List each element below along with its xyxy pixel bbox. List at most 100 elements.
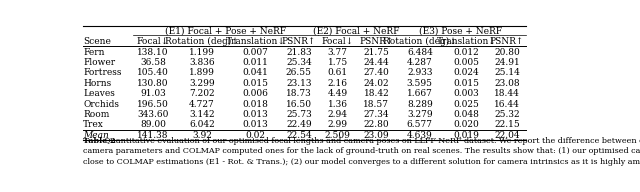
Text: 1.75: 1.75 bbox=[328, 58, 348, 67]
Text: Quantitative evaluation of our optimised focal lengths and camera poses on LLFF-: Quantitative evaluation of our optimised… bbox=[99, 137, 640, 145]
Text: 2.509: 2.509 bbox=[324, 131, 351, 140]
Text: PSNR↑: PSNR↑ bbox=[282, 37, 316, 46]
Text: 22.15: 22.15 bbox=[494, 120, 520, 129]
Text: 25.34: 25.34 bbox=[286, 58, 312, 67]
Text: 105.40: 105.40 bbox=[137, 68, 169, 77]
Text: 24.02: 24.02 bbox=[364, 79, 389, 88]
Text: Orchids: Orchids bbox=[83, 100, 119, 109]
Text: Scene: Scene bbox=[83, 37, 111, 46]
Text: 22.80: 22.80 bbox=[364, 120, 389, 129]
Text: 3.77: 3.77 bbox=[328, 48, 348, 57]
Text: (E3) Pose + NeRF: (E3) Pose + NeRF bbox=[419, 27, 502, 36]
Text: 3.92: 3.92 bbox=[192, 131, 212, 140]
Text: 0.020: 0.020 bbox=[454, 120, 479, 129]
Text: 0.003: 0.003 bbox=[454, 89, 479, 98]
Text: 16.50: 16.50 bbox=[286, 100, 312, 109]
Text: 0.011: 0.011 bbox=[243, 58, 268, 67]
Text: 130.80: 130.80 bbox=[137, 79, 168, 88]
Text: 22.54: 22.54 bbox=[286, 131, 312, 140]
Text: 0.015: 0.015 bbox=[243, 79, 269, 88]
Text: Rotation (deg)↓: Rotation (deg)↓ bbox=[383, 37, 457, 46]
Text: 8.289: 8.289 bbox=[407, 100, 433, 109]
Text: 1.899: 1.899 bbox=[189, 68, 215, 77]
Text: 4.49: 4.49 bbox=[328, 89, 348, 98]
Text: Fortress: Fortress bbox=[83, 68, 122, 77]
Text: close to COLMAP estimations (E1 - Rot. & Trans.); (2) our model converges to a d: close to COLMAP estimations (E1 - Rot. &… bbox=[83, 158, 640, 166]
Text: 16.44: 16.44 bbox=[494, 100, 520, 109]
Text: 3.279: 3.279 bbox=[407, 110, 433, 119]
Text: 2.16: 2.16 bbox=[328, 79, 348, 88]
Text: (E2) Focal + NeRF: (E2) Focal + NeRF bbox=[314, 27, 400, 36]
Text: 26.55: 26.55 bbox=[286, 68, 312, 77]
Text: Trex: Trex bbox=[83, 120, 104, 129]
Text: 24.44: 24.44 bbox=[364, 58, 389, 67]
Text: 22.04: 22.04 bbox=[494, 131, 520, 140]
Text: Rotation (deg)↓: Rotation (deg)↓ bbox=[165, 37, 239, 46]
Text: 4.727: 4.727 bbox=[189, 100, 215, 109]
Text: Translation↓: Translation↓ bbox=[226, 37, 285, 46]
Text: 1.199: 1.199 bbox=[189, 48, 215, 57]
Text: 23.09: 23.09 bbox=[364, 131, 389, 140]
Text: Room: Room bbox=[83, 110, 109, 119]
Text: 18.73: 18.73 bbox=[286, 89, 312, 98]
Text: 0.013: 0.013 bbox=[243, 110, 268, 119]
Text: 3.142: 3.142 bbox=[189, 110, 215, 119]
Text: 0.015: 0.015 bbox=[453, 79, 479, 88]
Text: 25.73: 25.73 bbox=[286, 110, 312, 119]
Text: 27.34: 27.34 bbox=[364, 110, 389, 119]
Text: 6.577: 6.577 bbox=[407, 120, 433, 129]
Text: Focal↓: Focal↓ bbox=[322, 37, 354, 46]
Text: 3.595: 3.595 bbox=[407, 79, 433, 88]
Text: 0.007: 0.007 bbox=[243, 48, 268, 57]
Text: 21.83: 21.83 bbox=[286, 48, 312, 57]
Text: 89.00: 89.00 bbox=[140, 120, 166, 129]
Text: 2.94: 2.94 bbox=[328, 110, 348, 119]
Text: 18.44: 18.44 bbox=[494, 89, 520, 98]
Text: 1.667: 1.667 bbox=[407, 89, 433, 98]
Text: 138.10: 138.10 bbox=[137, 48, 168, 57]
Text: 0.048: 0.048 bbox=[453, 110, 479, 119]
Text: 20.80: 20.80 bbox=[494, 48, 520, 57]
Text: Leaves: Leaves bbox=[83, 89, 115, 98]
Text: 25.32: 25.32 bbox=[494, 110, 520, 119]
Text: 0.041: 0.041 bbox=[243, 68, 268, 77]
Text: 23.08: 23.08 bbox=[494, 79, 520, 88]
Text: 196.50: 196.50 bbox=[137, 100, 169, 109]
Text: 0.61: 0.61 bbox=[328, 68, 348, 77]
Text: 1.36: 1.36 bbox=[328, 100, 348, 109]
Text: 0.024: 0.024 bbox=[454, 68, 479, 77]
Text: 18.57: 18.57 bbox=[364, 100, 389, 109]
Text: Flower: Flower bbox=[83, 58, 115, 67]
Text: Fern: Fern bbox=[83, 48, 104, 57]
Text: 0.006: 0.006 bbox=[243, 89, 268, 98]
Text: 343.60: 343.60 bbox=[137, 110, 168, 119]
Text: 0.019: 0.019 bbox=[453, 131, 479, 140]
Text: 0.012: 0.012 bbox=[454, 48, 479, 57]
Text: PSNR↑: PSNR↑ bbox=[359, 37, 394, 46]
Text: Horns: Horns bbox=[83, 79, 111, 88]
Text: 23.13: 23.13 bbox=[286, 79, 312, 88]
Text: 36.58: 36.58 bbox=[140, 58, 166, 67]
Text: 2.933: 2.933 bbox=[407, 68, 433, 77]
Text: 0.005: 0.005 bbox=[453, 58, 479, 67]
Text: 4.287: 4.287 bbox=[407, 58, 433, 67]
Text: 0.013: 0.013 bbox=[243, 120, 268, 129]
Text: 0.025: 0.025 bbox=[453, 100, 479, 109]
Text: 24.91: 24.91 bbox=[494, 58, 520, 67]
Text: 2.99: 2.99 bbox=[328, 120, 348, 129]
Text: 0.018: 0.018 bbox=[243, 100, 268, 109]
Text: 21.75: 21.75 bbox=[364, 48, 389, 57]
Text: 3.836: 3.836 bbox=[189, 58, 215, 67]
Text: 22.49: 22.49 bbox=[286, 120, 312, 129]
Text: 0.02: 0.02 bbox=[246, 131, 266, 140]
Text: 141.38: 141.38 bbox=[137, 131, 168, 140]
Text: 91.03: 91.03 bbox=[140, 89, 166, 98]
Text: Mean: Mean bbox=[83, 131, 109, 140]
Text: 3.299: 3.299 bbox=[189, 79, 215, 88]
Text: 4.639: 4.639 bbox=[407, 131, 433, 140]
Text: camera parameters and COLMAP computed ones for the lack of ground-truth on real : camera parameters and COLMAP computed on… bbox=[83, 147, 640, 155]
Text: 18.42: 18.42 bbox=[364, 89, 389, 98]
Text: 6.484: 6.484 bbox=[407, 48, 433, 57]
Text: Table 2: Table 2 bbox=[83, 137, 116, 145]
Text: Translation↓: Translation↓ bbox=[436, 37, 496, 46]
